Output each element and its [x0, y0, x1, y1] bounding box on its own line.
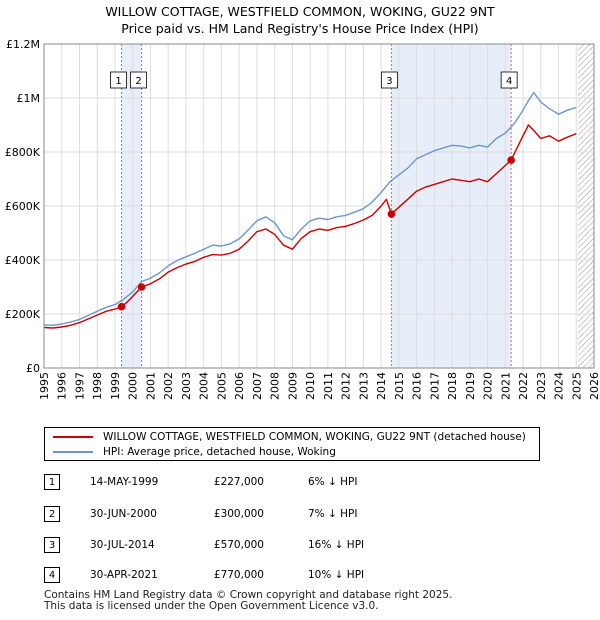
transaction-date: 30-JUL-2014 — [90, 539, 155, 551]
x-tick-label: 2019 — [464, 372, 477, 400]
transaction-number: 1 — [44, 474, 60, 490]
transaction-price: £227,000 — [213, 476, 264, 488]
chart-title-line2: Price paid vs. HM Land Registry's House … — [121, 21, 479, 36]
marker-label: 3 — [386, 76, 392, 87]
transaction-hpi: 6% ↓ HPI — [308, 476, 358, 488]
sale-point — [507, 156, 515, 164]
transaction-hpi: 7% ↓ HPI — [308, 508, 358, 520]
transaction-date: 30-APR-2021 — [90, 569, 158, 581]
transaction-date: 30-JUN-2000 — [90, 508, 157, 520]
x-tick-label: 2025 — [570, 372, 583, 400]
marker-label: 2 — [135, 76, 141, 87]
legend-label-property: WILLOW COTTAGE, WESTFIELD COMMON, WOKING… — [103, 431, 526, 443]
x-tick-label: 2004 — [198, 372, 211, 400]
y-tick-label: £600K — [5, 200, 41, 213]
sale-point — [117, 302, 126, 311]
transaction-hpi: 10% ↓ HPI — [308, 569, 365, 581]
sale-point — [137, 283, 146, 291]
transaction-price: £770,000 — [213, 569, 264, 581]
x-tick-label: 2001 — [144, 372, 157, 400]
x-tick-label: 2016 — [411, 372, 424, 400]
x-tick-label: 2005 — [215, 372, 228, 400]
transaction-row: 3 30-JUL-2014 £570,000 16% ↓ HPI — [44, 537, 444, 557]
marker-box — [500, 71, 518, 89]
x-tick-label: 2017 — [428, 372, 441, 400]
transaction-number: 2 — [44, 506, 60, 522]
x-tick-label: 2009 — [286, 372, 299, 400]
y-tick-label: £400K — [5, 254, 41, 267]
transaction-row: 4 30-APR-2021 £770,000 10% ↓ HPI — [44, 567, 444, 587]
transaction-price: £570,000 — [213, 539, 264, 551]
marker-box — [110, 71, 127, 89]
marker-box — [380, 71, 398, 89]
transaction-price: £300,000 — [213, 508, 264, 520]
transaction-number: 4 — [44, 567, 60, 583]
axes-frame — [43, 43, 595, 369]
x-tick-label: 2026 — [588, 372, 600, 400]
legend-swatch-hpi — [53, 451, 93, 453]
transaction-row: 2 30-JUN-2000 £300,000 7% ↓ HPI — [44, 506, 444, 526]
x-tick-label: 2014 — [375, 372, 388, 400]
x-tick-label: 2024 — [553, 372, 566, 400]
y-tick-label: £800K — [5, 146, 41, 159]
x-tick-label: 2015 — [393, 372, 406, 400]
x-tick-label: 1996 — [56, 372, 69, 400]
x-tick-label: 2023 — [535, 372, 548, 400]
legend-label-hpi: HPI: Average price, detached house, Woki… — [103, 446, 336, 458]
marker-box — [130, 71, 147, 89]
x-tick-label: 1995 — [38, 372, 51, 400]
transaction-row: 1 14-MAY-1999 £227,000 6% ↓ HPI — [44, 474, 444, 494]
legend-item-property: WILLOW COTTAGE, WESTFIELD COMMON, WOKING… — [53, 431, 526, 443]
footer-licence: This data is licensed under the Open Gov… — [44, 600, 379, 612]
x-tick-label: 2008 — [269, 372, 282, 400]
x-tick-label: 2013 — [357, 372, 370, 400]
x-tick-label: 2010 — [304, 372, 317, 400]
transaction-date: 14-MAY-1999 — [90, 476, 159, 488]
y-tick-label: £1M — [17, 92, 41, 105]
x-tick-label: 1998 — [91, 372, 104, 400]
y-tick-label: £200K — [5, 308, 41, 321]
x-tick-label: 2020 — [482, 372, 495, 400]
series-line — [43, 124, 577, 329]
footer-copyright: Contains HM Land Registry data © Crown c… — [44, 589, 453, 601]
x-tick-label: 1997 — [73, 372, 86, 400]
x-tick-label: 2022 — [517, 372, 530, 400]
legend-item-hpi: HPI: Average price, detached house, Woki… — [53, 446, 336, 458]
x-tick-label: 2002 — [162, 372, 175, 400]
transaction-hpi: 16% ↓ HPI — [308, 539, 365, 551]
legend: WILLOW COTTAGE, WESTFIELD COMMON, WOKING… — [44, 427, 540, 461]
x-tick-label: 2011 — [322, 372, 335, 400]
x-tick-label: 1999 — [109, 372, 122, 400]
series-line — [43, 91, 577, 326]
marker-label: 1 — [115, 76, 121, 87]
chart-title-line1: WILLOW COTTAGE, WESTFIELD COMMON, WOKING… — [105, 4, 495, 19]
x-tick-label: 2018 — [446, 372, 459, 400]
sale-point — [387, 210, 396, 218]
marker-label: 4 — [506, 76, 512, 87]
y-tick-label: £1.2M — [6, 38, 40, 51]
x-tick-label: 2021 — [499, 372, 512, 400]
y-tick-label: £0 — [26, 362, 40, 375]
x-tick-label: 2006 — [233, 372, 246, 400]
x-tick-label: 2003 — [180, 372, 193, 400]
x-tick-label: 2000 — [127, 372, 140, 400]
transaction-number: 3 — [44, 537, 60, 553]
x-tick-label: 2007 — [251, 372, 264, 400]
legend-swatch-property — [53, 436, 93, 438]
price-chart: 1 2 3 4 £0 £200K £400K £600K £800K £1M £1.2M 1995 1… — [5, 38, 600, 400]
x-tick-label: 2012 — [340, 372, 353, 400]
